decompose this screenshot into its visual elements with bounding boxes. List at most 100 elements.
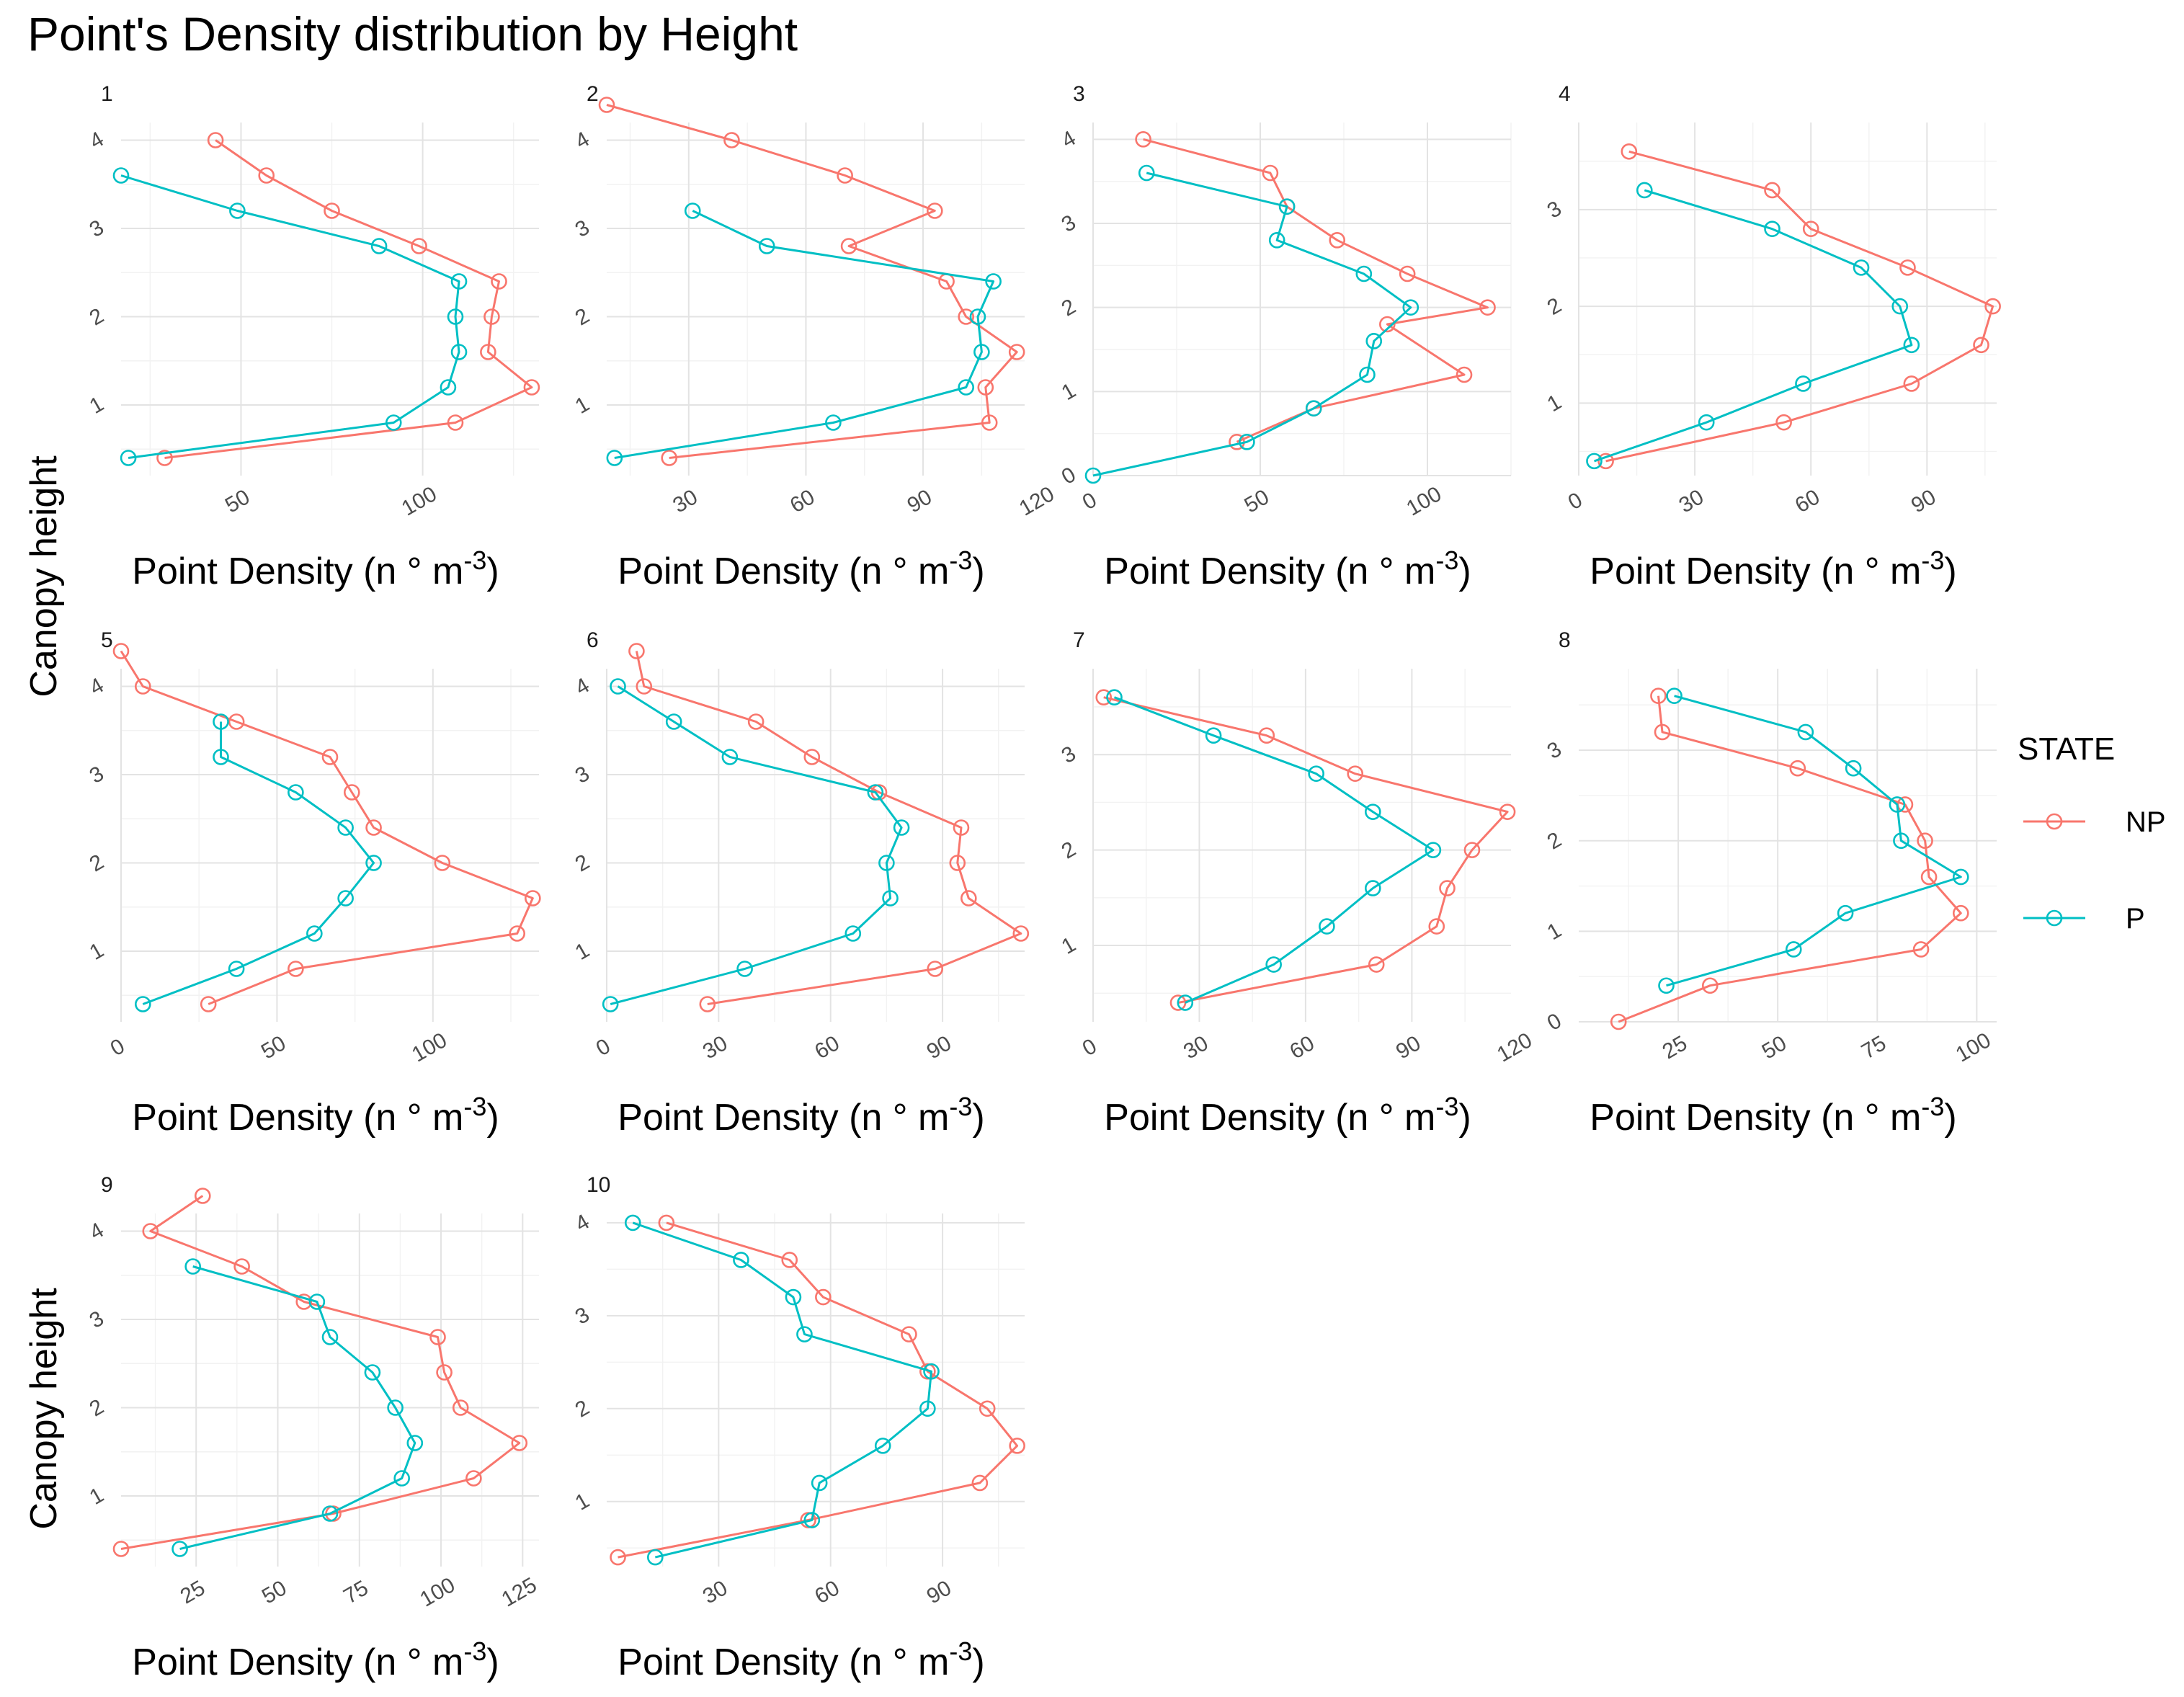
panel-4-series-p-point: [1698, 414, 1715, 431]
panel-7-series-p-point: [1177, 994, 1194, 1011]
panel-7-series-np-point: [1439, 880, 1456, 896]
panel-6-x-axis-label: Point Density (n ° m-3): [618, 1092, 984, 1139]
panel-5-series-p-point: [365, 855, 382, 871]
panel-2-series-np-point: [981, 414, 998, 431]
panel-10-series-np-point: [781, 1252, 798, 1268]
panel-7-series-p-point: [1319, 918, 1335, 935]
panel-6-x-axis-label-text: Point Density (n ° m: [618, 1097, 949, 1139]
panel-9-series-p-line: [179, 1265, 416, 1550]
panel-7-series-np-point: [1347, 765, 1364, 782]
panel-10-series-p-point: [874, 1438, 891, 1454]
panel-5-x-axis-label: Point Density (n ° m-3): [132, 1092, 499, 1139]
panel-5-series-np-point: [228, 713, 245, 730]
panel-10-x-axis-label-superscript: -3: [949, 1636, 972, 1666]
panel-7-series-p-point: [1265, 956, 1282, 973]
panel-9-series-p-point: [171, 1541, 188, 1557]
panel-6-series-p-point: [844, 925, 862, 942]
panel-9-series-p-point: [321, 1329, 339, 1345]
panel-4-series-np-point: [1764, 182, 1780, 199]
panel-9-series-np-point: [295, 1293, 313, 1310]
panel-6-series-np-point: [949, 855, 966, 871]
panel-2-series-p-point: [969, 308, 986, 325]
panel-7-series-p-point: [1205, 727, 1222, 744]
panel-1-series-np-line: [164, 139, 533, 459]
panel-3-series-p-point: [1239, 434, 1255, 450]
panel-1-series-p-point: [120, 450, 137, 466]
panel-3-series-p-point: [1268, 232, 1285, 249]
panel-7-x-axis-label-text: Point Density (n ° m: [1104, 1097, 1435, 1139]
panel-3-series-p-line: [1092, 172, 1412, 477]
panel-10-series-p-point: [647, 1549, 664, 1566]
panel-3-series-np-line: [1143, 138, 1489, 443]
panel-2-series-p-point: [758, 238, 775, 254]
panel-10-series-p-point: [785, 1288, 802, 1306]
panel-6-series-p-point: [882, 890, 899, 907]
panel-8-series-p-point: [1658, 977, 1675, 994]
panel-3-x-axis-label-superscript: -3: [1435, 545, 1458, 575]
panel-5-series-p-point: [213, 749, 229, 765]
panel-6-series-p-line: [610, 685, 903, 1005]
panel-5-series-p-point: [228, 961, 245, 977]
panel-1-series-p-point: [370, 238, 388, 254]
y-axis-label-row-1: Canopy height: [23, 455, 65, 698]
panel-8-series-p-point: [1845, 760, 1862, 777]
panel-4-series-np-point: [1973, 337, 1989, 354]
panel-10-series-p-point: [923, 1363, 940, 1380]
panel-7-strip-label: 7: [1073, 628, 1085, 652]
panel-2-series-p-point: [684, 202, 701, 219]
panel-4-series-p-point: [1903, 337, 1920, 354]
panel-1-series-np-point: [156, 450, 173, 466]
panel-6-x-axis-label-superscript: -3: [949, 1092, 972, 1121]
panel-10-series-p-point: [733, 1252, 749, 1268]
panel-1-series-np-point: [480, 344, 496, 360]
panel-2-series-np-line: [606, 104, 1018, 459]
panel-9-strip-label: 9: [101, 1173, 113, 1197]
panel-3-series-p-point: [1402, 299, 1419, 316]
legend-item-p: P: [2023, 903, 2145, 935]
panel-1-series-p-point: [450, 273, 468, 290]
panel-1-series-p-point: [447, 308, 464, 325]
panel-6-x-axis-label-close: ): [972, 1097, 984, 1139]
panel-8-series-p-point: [1952, 868, 1969, 886]
panel-6-strip-label: 6: [587, 628, 599, 652]
panel-6-series-p-point: [893, 819, 910, 836]
panel-5-x-axis-label-close: ): [486, 1097, 499, 1139]
legend-p-marker: [2046, 909, 2063, 927]
panel-10-series-p-point: [803, 1512, 821, 1528]
panel-9-series-p-point: [184, 1258, 201, 1275]
panel-3-series-p-point: [1359, 366, 1376, 383]
panel-4-series-np-point: [1903, 375, 1920, 392]
panel-3-series-p-point: [1355, 265, 1373, 282]
panel-7-series-p-point: [1365, 880, 1381, 896]
panel-10-series-np-point: [971, 1474, 989, 1492]
panel-8-x-axis-label-superscript: -3: [1921, 1092, 1944, 1121]
panel-8-series-np-point: [1789, 760, 1806, 777]
panel-2-x-axis-label-text: Point Density (n ° m: [618, 551, 949, 592]
panel-9-series-p-point: [393, 1470, 410, 1487]
panel-2-series-np-point: [1008, 344, 1025, 360]
panel-10-series-p-line: [632, 1221, 932, 1559]
panel-5-series-p-point: [306, 925, 323, 942]
panel-9-series-np-point: [429, 1329, 446, 1345]
panel-1-series-p-line: [120, 174, 460, 459]
panel-7-series-np-line: [1103, 696, 1509, 1004]
panel-8-series-np-line: [1618, 695, 1962, 1023]
panel-5-series-np-point: [365, 819, 382, 836]
panel-1-series-np-point: [324, 202, 340, 219]
panel-8-strip-label: 8: [1559, 628, 1571, 652]
panel-6-series-p-point: [610, 678, 626, 695]
panel-5-series-p-point: [337, 819, 354, 836]
panel-5-series-np-point: [321, 749, 339, 765]
panel-3-series-np-point: [1399, 265, 1416, 282]
panel-8-x-axis-label-text: Point Density (n ° m: [1590, 1097, 1921, 1139]
legend-title: STATE: [2018, 731, 2115, 767]
panel-2-series-np-point: [977, 379, 994, 396]
panel-4-series-np-point: [1899, 259, 1916, 276]
panel-5-series-p-point: [337, 890, 354, 907]
panel-7-series-p-point: [1308, 765, 1324, 782]
panel-4-series-np-point: [1984, 298, 2001, 315]
panel-10-series-np-point: [658, 1214, 675, 1231]
